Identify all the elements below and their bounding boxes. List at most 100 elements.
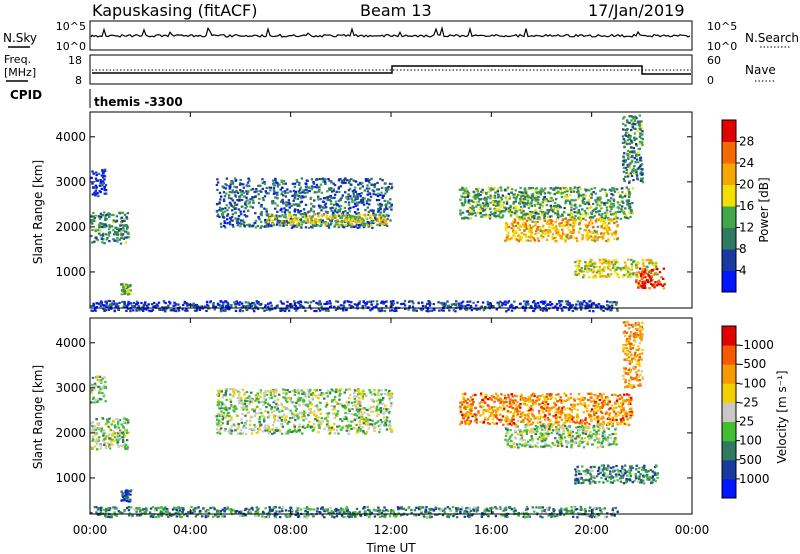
range-time-cell: [279, 430, 282, 433]
range-time-cell: [273, 223, 276, 227]
range-time-cell: [334, 193, 337, 196]
range-time-cell: [107, 305, 111, 308]
range-time-cell: [284, 388, 287, 392]
range-time-cell: [610, 213, 613, 216]
range-time-cell: [257, 394, 260, 398]
range-time-cell: [615, 303, 618, 306]
range-time-cell: [221, 305, 224, 308]
range-time-cell: [369, 215, 372, 218]
range-time-cell: [116, 237, 119, 240]
range-time-cell: [365, 199, 369, 202]
range-time-cell: [565, 223, 568, 226]
range-time-cell: [93, 425, 96, 428]
range-time-cell: [337, 432, 340, 435]
range-time-cell: [349, 206, 352, 209]
range-time-cell: [281, 190, 284, 193]
range-time-cell: [361, 389, 364, 392]
range-time-cell: [628, 273, 631, 276]
range-time-cell: [268, 216, 272, 220]
range-time-cell: [110, 442, 113, 445]
range-time-cell: [99, 447, 102, 450]
range-time-cell: [378, 216, 381, 219]
range-time-cell: [99, 397, 102, 401]
range-time-cell: [125, 429, 128, 432]
range-time-cell: [334, 223, 337, 226]
range-time-cell: [577, 266, 580, 269]
range-time-cell: [270, 408, 273, 411]
range-time-cell: [250, 304, 253, 307]
range-time-cell: [236, 191, 240, 194]
range-time-cell: [354, 404, 357, 407]
range-time-cell: [523, 213, 526, 216]
range-time-cell: [330, 215, 333, 218]
range-time-cell: [569, 187, 572, 190]
range-time-cell: [231, 189, 234, 192]
range-time-cell: [279, 188, 282, 191]
range-time-cell: [174, 309, 177, 312]
range-time-cell: [257, 216, 260, 219]
range-time-cell: [333, 405, 336, 408]
range-time-cell: [467, 304, 470, 307]
range-time-cell: [281, 186, 284, 189]
range-time-cell: [641, 177, 644, 180]
range-time-cell: [468, 202, 471, 205]
range-time-cell: [336, 410, 340, 413]
range-time-cell: [115, 427, 119, 430]
range-time-cell: [374, 218, 377, 221]
range-time-cell: [372, 193, 375, 196]
range-time-cell: [381, 402, 385, 406]
range-time-cell: [269, 391, 272, 394]
range-time-cell: [300, 304, 303, 307]
range-time-cell: [110, 303, 113, 306]
range-time-cell: [91, 439, 94, 442]
range-time-cell: [360, 413, 364, 416]
range-time-cell: [229, 203, 232, 206]
range-time-cell: [266, 424, 270, 427]
range-time-cell: [93, 191, 96, 194]
range-time-cell: [239, 301, 242, 304]
range-time-cell: [505, 222, 508, 225]
range-time-cell: [339, 204, 343, 208]
range-time-cell: [626, 128, 629, 131]
range-time-cell: [240, 191, 243, 194]
range-time-cell: [478, 208, 481, 211]
range-time-cell: [366, 421, 369, 424]
range-time-cell: [329, 207, 332, 210]
range-time-cell: [101, 223, 105, 226]
range-time-cell: [215, 421, 219, 424]
range-time-cell: [587, 234, 591, 237]
range-time-cell: [584, 190, 588, 193]
range-time-cell: [517, 221, 520, 225]
range-time-cell: [265, 186, 268, 190]
range-time-cell: [350, 226, 353, 229]
range-time-cell: [582, 200, 586, 203]
range-time-cell: [595, 221, 598, 224]
range-time-cell: [527, 218, 530, 221]
range-time-cell: [607, 218, 611, 221]
range-time-cell: [636, 271, 639, 274]
range-time-cell: [278, 393, 281, 396]
range-time-cell: [600, 308, 603, 311]
range-time-cell: [475, 205, 478, 208]
range-time-cell: [478, 308, 482, 311]
range-time-cell: [296, 204, 299, 207]
range-time-cell: [156, 304, 160, 307]
range-time-cell: [527, 206, 531, 209]
range-time-cell: [308, 411, 311, 415]
range-time-cell: [573, 211, 576, 214]
range-time-cell: [205, 309, 208, 312]
range-time-cell: [560, 307, 563, 310]
range-time-cell: [123, 300, 126, 304]
range-time-cell: [500, 196, 503, 199]
range-time-cell: [524, 239, 528, 242]
range-time-cell: [325, 403, 329, 406]
range-time-cell: [98, 436, 101, 439]
range-time-cell: [226, 422, 229, 425]
range-time-cell: [262, 199, 265, 202]
range-time-cell: [550, 206, 553, 209]
range-time-cell: [348, 388, 352, 391]
range-time-cell: [558, 222, 561, 225]
range-time-cell: [103, 178, 106, 181]
range-time-cell: [101, 431, 104, 434]
range-time-cell: [91, 435, 95, 438]
